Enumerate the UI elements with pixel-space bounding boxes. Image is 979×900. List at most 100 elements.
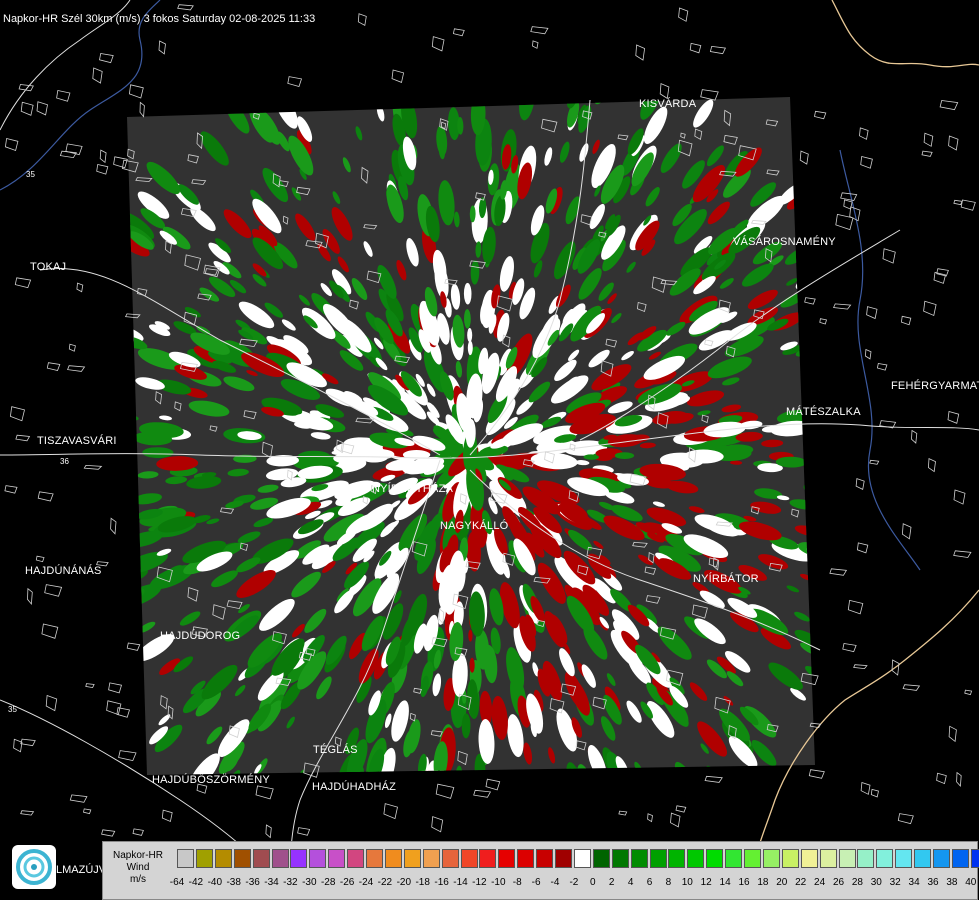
legend-swatch xyxy=(895,849,913,868)
map-title: Napkor-HR Szél 30km (m/s) 3 fokos Saturd… xyxy=(3,13,316,25)
legend-tick-label: -8 xyxy=(512,877,522,888)
legend-tick-label: 16 xyxy=(738,877,750,888)
legend-swatch xyxy=(214,849,232,868)
city-teglas: TÉGLÁS xyxy=(313,744,358,756)
legend-swatch xyxy=(687,849,705,868)
legend-swatch xyxy=(744,849,761,868)
legend-swatch xyxy=(573,849,591,868)
city-vasarosnameny: VÁSÁROSNAMÉNY xyxy=(733,236,836,248)
legend-swatch xyxy=(819,849,837,868)
settlement-outlines xyxy=(4,4,976,839)
legend-tick-label: 14 xyxy=(719,877,731,888)
city-tokaj: TOKAJ xyxy=(30,261,67,273)
legend-tick-label: -42 xyxy=(188,877,204,888)
city-hajdunanas: HAJDÚNÁNÁS xyxy=(25,565,102,577)
legend-swatch xyxy=(592,849,610,868)
legend-tick-label: 30 xyxy=(870,877,882,888)
legend-tick-label: -6 xyxy=(531,877,541,888)
legend-swatch xyxy=(479,849,497,868)
legend-tick-label: -24 xyxy=(358,877,374,888)
road-number-label: 36 xyxy=(60,457,69,466)
legend-tick-label: 40 xyxy=(965,877,977,888)
legend-tick-label: 36 xyxy=(927,877,939,888)
legend-swatch xyxy=(933,849,950,868)
legend-swatch xyxy=(706,849,724,868)
legend-swatch xyxy=(668,849,686,868)
legend-tick-label: 12 xyxy=(700,877,712,888)
legend-swatch xyxy=(460,849,478,868)
city-hajduboszormeny: HAJDÚBÖSZÖRMÉNY xyxy=(152,774,270,786)
legend-swatch xyxy=(781,849,799,868)
legend-tick-label: 4 xyxy=(627,877,634,888)
logo xyxy=(12,845,56,889)
legend-swatch xyxy=(233,849,251,868)
legend-swatch xyxy=(441,849,459,868)
road-number-label: 35 xyxy=(8,705,17,714)
legend-tick-label: 8 xyxy=(665,877,672,888)
legend-tick-label: -18 xyxy=(415,877,430,888)
legend-tick-label: 6 xyxy=(646,877,653,888)
city-hajdudorog: HAJDÚDOROG xyxy=(160,630,241,642)
city-hajduhadhaz: HAJDÚHADHÁZ xyxy=(312,781,397,793)
legend-tick-label: -32 xyxy=(283,877,298,888)
legend-tick-label: -12 xyxy=(472,877,487,888)
legend-swatch xyxy=(384,849,402,868)
legend-tick-label: 0 xyxy=(590,877,596,888)
legend-tick-label: 38 xyxy=(946,877,958,888)
legend-tick-label: -36 xyxy=(245,877,260,888)
river-tisza xyxy=(0,0,161,191)
legend-swatch xyxy=(725,849,743,868)
legend-tick-label: 10 xyxy=(681,877,693,888)
legend-tick-label: 24 xyxy=(814,877,826,888)
legend-tick-label: 34 xyxy=(908,877,920,888)
city-nyirbator: NYÍRBÁTOR xyxy=(693,573,759,585)
legend-tick-label: -30 xyxy=(302,877,317,888)
legend-swatch xyxy=(649,849,667,868)
legend-swatch xyxy=(630,849,648,868)
city-tiszavasvari: TISZAVASVÁRI xyxy=(37,435,117,447)
legend-swatch xyxy=(857,849,875,868)
legend-tick-label: 26 xyxy=(832,877,845,888)
legend-tick-label: -2 xyxy=(569,877,579,888)
legend-swatch xyxy=(309,849,327,868)
city-fehergyarmat: FEHÉRGYARMAT xyxy=(891,380,979,392)
legend-swatch xyxy=(252,849,270,868)
city-nagykallo: NAGYKÁLLÓ xyxy=(440,520,509,532)
legend-swatch xyxy=(800,849,818,868)
legend-tick-label: -40 xyxy=(207,877,223,888)
legend-label: Napkor-HR Wind m/s xyxy=(112,850,163,885)
legend-tick-label: -34 xyxy=(264,877,279,888)
legend-swatch xyxy=(876,849,894,868)
legend-tick-label: 2 xyxy=(608,877,615,888)
country-border-south xyxy=(744,589,979,900)
legend-swatch xyxy=(611,849,629,868)
legend-swatch xyxy=(951,849,969,868)
legend-tick-label: -16 xyxy=(434,877,449,888)
legend-swatch xyxy=(536,849,554,868)
legend-swatch xyxy=(177,849,194,868)
legend-swatch xyxy=(555,849,572,868)
radar-echoes xyxy=(127,97,815,775)
legend-tick-label: -4 xyxy=(550,877,560,888)
legend-swatch xyxy=(914,849,932,868)
legend-swatch xyxy=(838,849,856,868)
city-nyiregyhaza: NYÍREGYHÁZA xyxy=(372,483,454,495)
legend-tick-label: 20 xyxy=(776,877,788,888)
legend-tick-label: 18 xyxy=(757,877,769,888)
legend-tick-label: 32 xyxy=(889,877,901,888)
legend-swatch xyxy=(403,849,421,868)
country-border xyxy=(831,0,979,68)
legend-swatch xyxy=(195,849,213,868)
legend-swatch xyxy=(498,849,516,868)
legend-tick-label: -38 xyxy=(226,877,241,888)
road-number-label: 35 xyxy=(26,170,35,179)
color-legend: Napkor-HR Wind m/s -64 -42 -40 -38 -36 -34 -32… xyxy=(102,841,979,900)
legend-swatch xyxy=(271,849,289,868)
legend-tick-label: -14 xyxy=(453,877,468,888)
legend-swatch xyxy=(366,849,383,868)
legend-tick-label: 28 xyxy=(851,877,863,888)
city-kisvarda: KISVÁRDA xyxy=(639,98,697,110)
legend-swatch xyxy=(422,849,440,868)
legend-tick-label: -22 xyxy=(377,877,393,888)
